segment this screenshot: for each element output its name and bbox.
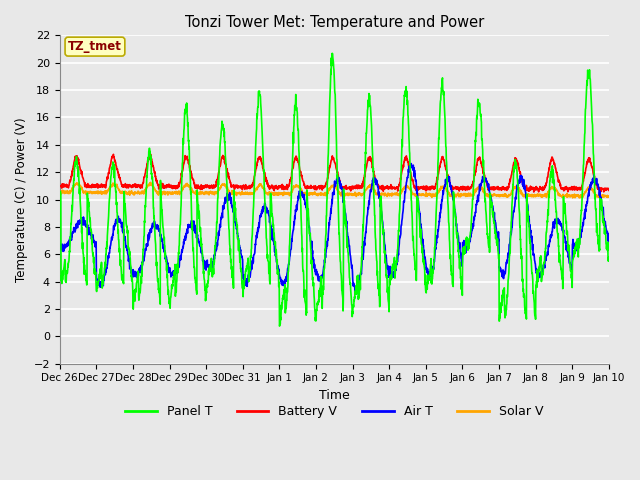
Air T: [605, 235, 612, 241]
Air T: [572, 246, 580, 252]
Solar V: [605, 194, 612, 200]
Air T: [353, 290, 361, 296]
Panel T: [363, 131, 371, 136]
Battery V: [56, 183, 63, 189]
Battery V: [530, 189, 538, 195]
Solar V: [362, 186, 370, 192]
Battery V: [494, 184, 502, 190]
Solar V: [56, 189, 63, 194]
Panel T: [494, 250, 502, 255]
Air T: [408, 161, 415, 167]
Panel T: [56, 189, 63, 195]
Line: Panel T: Panel T: [60, 53, 609, 326]
Panel T: [351, 294, 358, 300]
Battery V: [605, 188, 612, 193]
Battery V: [209, 184, 217, 190]
Title: Tonzi Tower Met: Temperature and Power: Tonzi Tower Met: Temperature and Power: [185, 15, 484, 30]
Panel T: [572, 246, 580, 252]
Battery V: [145, 151, 153, 156]
Line: Air T: Air T: [60, 164, 609, 293]
Solar V: [209, 191, 217, 196]
Air T: [209, 259, 217, 264]
X-axis label: Time: Time: [319, 389, 349, 402]
Air T: [362, 224, 370, 230]
Battery V: [362, 165, 370, 171]
Panel T: [209, 268, 217, 274]
Panel T: [328, 50, 336, 56]
Air T: [56, 243, 63, 249]
Air T: [350, 281, 358, 287]
Solar V: [351, 191, 358, 197]
Air T: [494, 236, 502, 241]
Legend: Panel T, Battery V, Air T, Solar V: Panel T, Battery V, Air T, Solar V: [120, 400, 548, 423]
Solar V: [557, 193, 564, 199]
Solar V: [572, 192, 580, 198]
Y-axis label: Temperature (C) / Power (V): Temperature (C) / Power (V): [15, 117, 28, 282]
Panel T: [276, 323, 284, 329]
Air T: [557, 223, 564, 229]
Panel T: [605, 258, 612, 264]
Battery V: [572, 186, 580, 192]
Panel T: [557, 263, 564, 269]
Line: Battery V: Battery V: [60, 154, 609, 192]
Solar V: [569, 195, 577, 201]
Battery V: [557, 185, 564, 191]
Solar V: [147, 180, 154, 185]
Text: TZ_tmet: TZ_tmet: [68, 40, 122, 53]
Solar V: [494, 192, 502, 198]
Line: Solar V: Solar V: [60, 182, 609, 198]
Battery V: [351, 184, 358, 190]
